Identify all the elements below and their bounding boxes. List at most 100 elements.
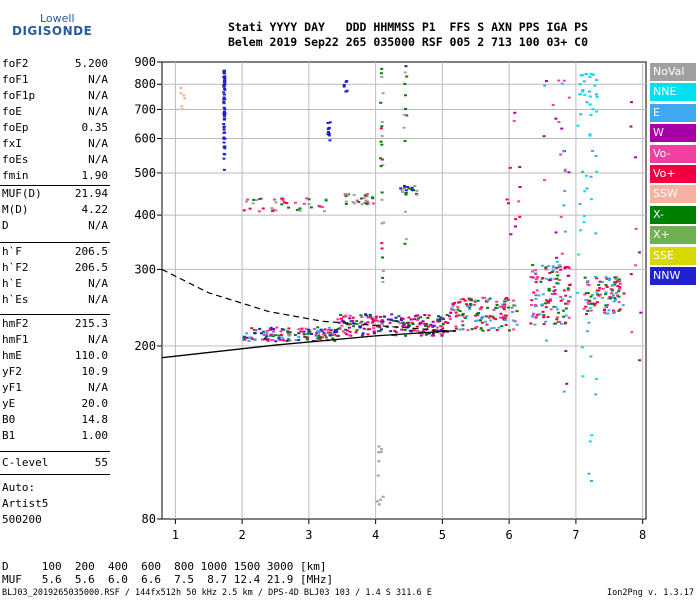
echo-point <box>222 100 226 103</box>
echo-point <box>371 318 375 321</box>
echo-point <box>297 335 301 338</box>
echo-point <box>552 290 556 293</box>
param-separator <box>0 474 110 475</box>
echo-point <box>544 277 548 280</box>
trace-profile-line <box>161 329 456 359</box>
echo-point <box>250 337 254 340</box>
echo-point <box>305 197 309 200</box>
echo-point <box>317 334 321 337</box>
echo-point <box>380 222 384 225</box>
echo-point <box>504 299 508 302</box>
echo-point <box>272 208 276 211</box>
echo-point <box>498 305 502 308</box>
echo-point <box>633 156 637 159</box>
echo-point <box>548 299 552 302</box>
param-row: C-level 55 <box>2 456 108 472</box>
echo-point <box>578 93 582 96</box>
echo-point <box>250 327 254 330</box>
echo-point <box>327 326 331 329</box>
echo-point <box>518 215 522 218</box>
echo-point <box>363 194 367 197</box>
echo-point <box>547 287 551 290</box>
echo-point <box>564 350 568 353</box>
param-row: yF2 10.9 <box>2 365 108 381</box>
echo-point <box>546 315 550 318</box>
echo-point <box>285 202 289 205</box>
echo-point <box>344 202 348 205</box>
echo-point <box>604 291 608 294</box>
echo-point <box>246 198 250 201</box>
echo-point <box>437 320 441 323</box>
echo-point <box>429 324 433 327</box>
echo-point <box>476 314 480 317</box>
echo-point <box>479 328 483 331</box>
echo-point <box>363 201 367 204</box>
echo-point <box>369 315 373 318</box>
echo-point <box>445 313 449 316</box>
echo-point <box>299 330 303 333</box>
echo-point <box>223 108 227 111</box>
echo-point <box>584 298 588 301</box>
echo-point <box>424 333 428 336</box>
echo-point <box>335 334 339 337</box>
echo-point <box>371 197 375 200</box>
echo-point <box>559 268 563 271</box>
echo-point <box>394 316 398 319</box>
param-name: fmin <box>2 169 29 182</box>
echo-point <box>328 121 332 124</box>
echo-point <box>270 339 274 342</box>
param-name: B0 <box>2 413 16 426</box>
echo-point <box>380 125 384 128</box>
echo-point <box>223 153 227 156</box>
echo-point <box>542 179 546 182</box>
echo-point <box>323 328 327 331</box>
echo-point <box>614 292 618 295</box>
echo-point <box>593 275 597 278</box>
echo-point <box>531 315 535 318</box>
echo-point <box>595 110 599 113</box>
echo-point <box>315 335 319 338</box>
echo-point <box>562 204 566 207</box>
echo-point <box>329 328 333 331</box>
echo-point <box>588 307 592 310</box>
echo-point <box>586 283 590 286</box>
echo-point <box>361 332 365 335</box>
logo-digisonde: DIGISONDE <box>12 24 93 38</box>
echo-point <box>374 316 378 319</box>
echo-point <box>566 287 570 290</box>
echo-point <box>502 318 506 321</box>
echo-point <box>394 334 398 337</box>
echo-point <box>269 326 273 329</box>
echo-point <box>432 324 436 327</box>
echo-point <box>323 334 327 337</box>
legend-item: SSW <box>650 185 696 204</box>
echo-point <box>419 321 423 324</box>
echo-point <box>431 320 435 323</box>
echo-point <box>534 269 538 272</box>
echo-point <box>468 308 472 311</box>
echo-point <box>342 320 346 323</box>
echo-point <box>607 297 611 300</box>
echo-point <box>420 333 424 336</box>
echo-point <box>476 299 480 302</box>
echo-point <box>366 333 370 336</box>
echo-point <box>223 112 227 115</box>
echo-point <box>271 333 275 336</box>
echo-point <box>584 292 588 295</box>
echo-point <box>329 331 333 334</box>
param-name: B1 <box>2 429 16 442</box>
echo-point <box>456 306 460 309</box>
echo-point <box>415 325 419 328</box>
d-distance-row: D 100 200 400 600 800 1000 1500 3000 [km… <box>2 560 327 573</box>
echo-point <box>364 199 368 202</box>
echo-point <box>268 335 272 338</box>
echo-point <box>506 202 510 205</box>
echo-point <box>223 98 227 101</box>
echo-point <box>545 339 549 342</box>
param-value: N/A <box>88 381 108 394</box>
echo-point <box>605 285 609 288</box>
echo-point <box>544 268 548 271</box>
echo-point <box>257 210 261 213</box>
echo-point <box>559 295 563 298</box>
y-tick-label: 800 <box>134 77 156 91</box>
